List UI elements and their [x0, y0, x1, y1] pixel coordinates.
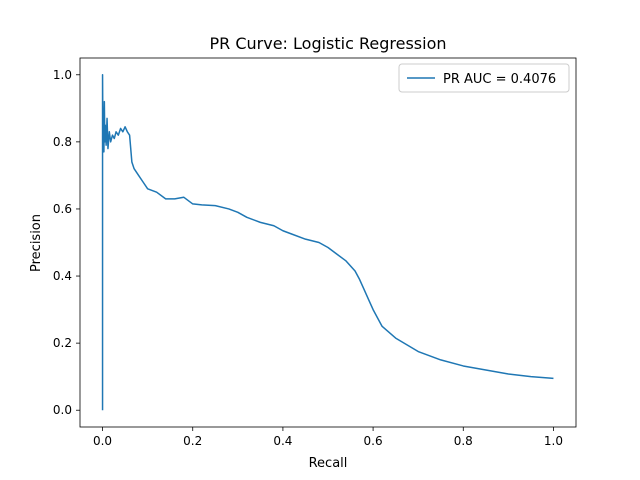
x-tick-label: 0.8 — [454, 434, 473, 448]
y-axis-label: Precision — [29, 214, 44, 272]
y-tick-label: 1.0 — [53, 68, 72, 82]
y-tick-label: 0.0 — [53, 403, 72, 417]
x-tick-label: 0.4 — [273, 434, 292, 448]
y-tick-label: 0.4 — [53, 269, 72, 283]
y-tick-label: 0.8 — [53, 135, 72, 149]
x-tick-label: 0.2 — [183, 434, 202, 448]
legend-label: PR AUC = 0.4076 — [443, 72, 556, 87]
y-tick-label: 0.2 — [53, 336, 72, 350]
x-tick-label: 1.0 — [544, 434, 563, 448]
x-tick-label: 0.0 — [93, 434, 112, 448]
series-line-0 — [101, 74, 554, 411]
axes-frame — [79, 57, 577, 428]
plot-area: 0.0 0.2 0.4 0.6 0.8 1.0 0.0 0.2 0.4 0.6 0.8 1.0 PR A… — [53, 57, 577, 448]
legend-box — [398, 63, 570, 93]
x-axis-label: Recall — [309, 456, 348, 471]
y-tick-label: 0.6 — [53, 202, 72, 216]
chart-title: PR Curve: Logistic Regression — [209, 34, 446, 53]
x-tick-label: 0.6 — [364, 434, 383, 448]
